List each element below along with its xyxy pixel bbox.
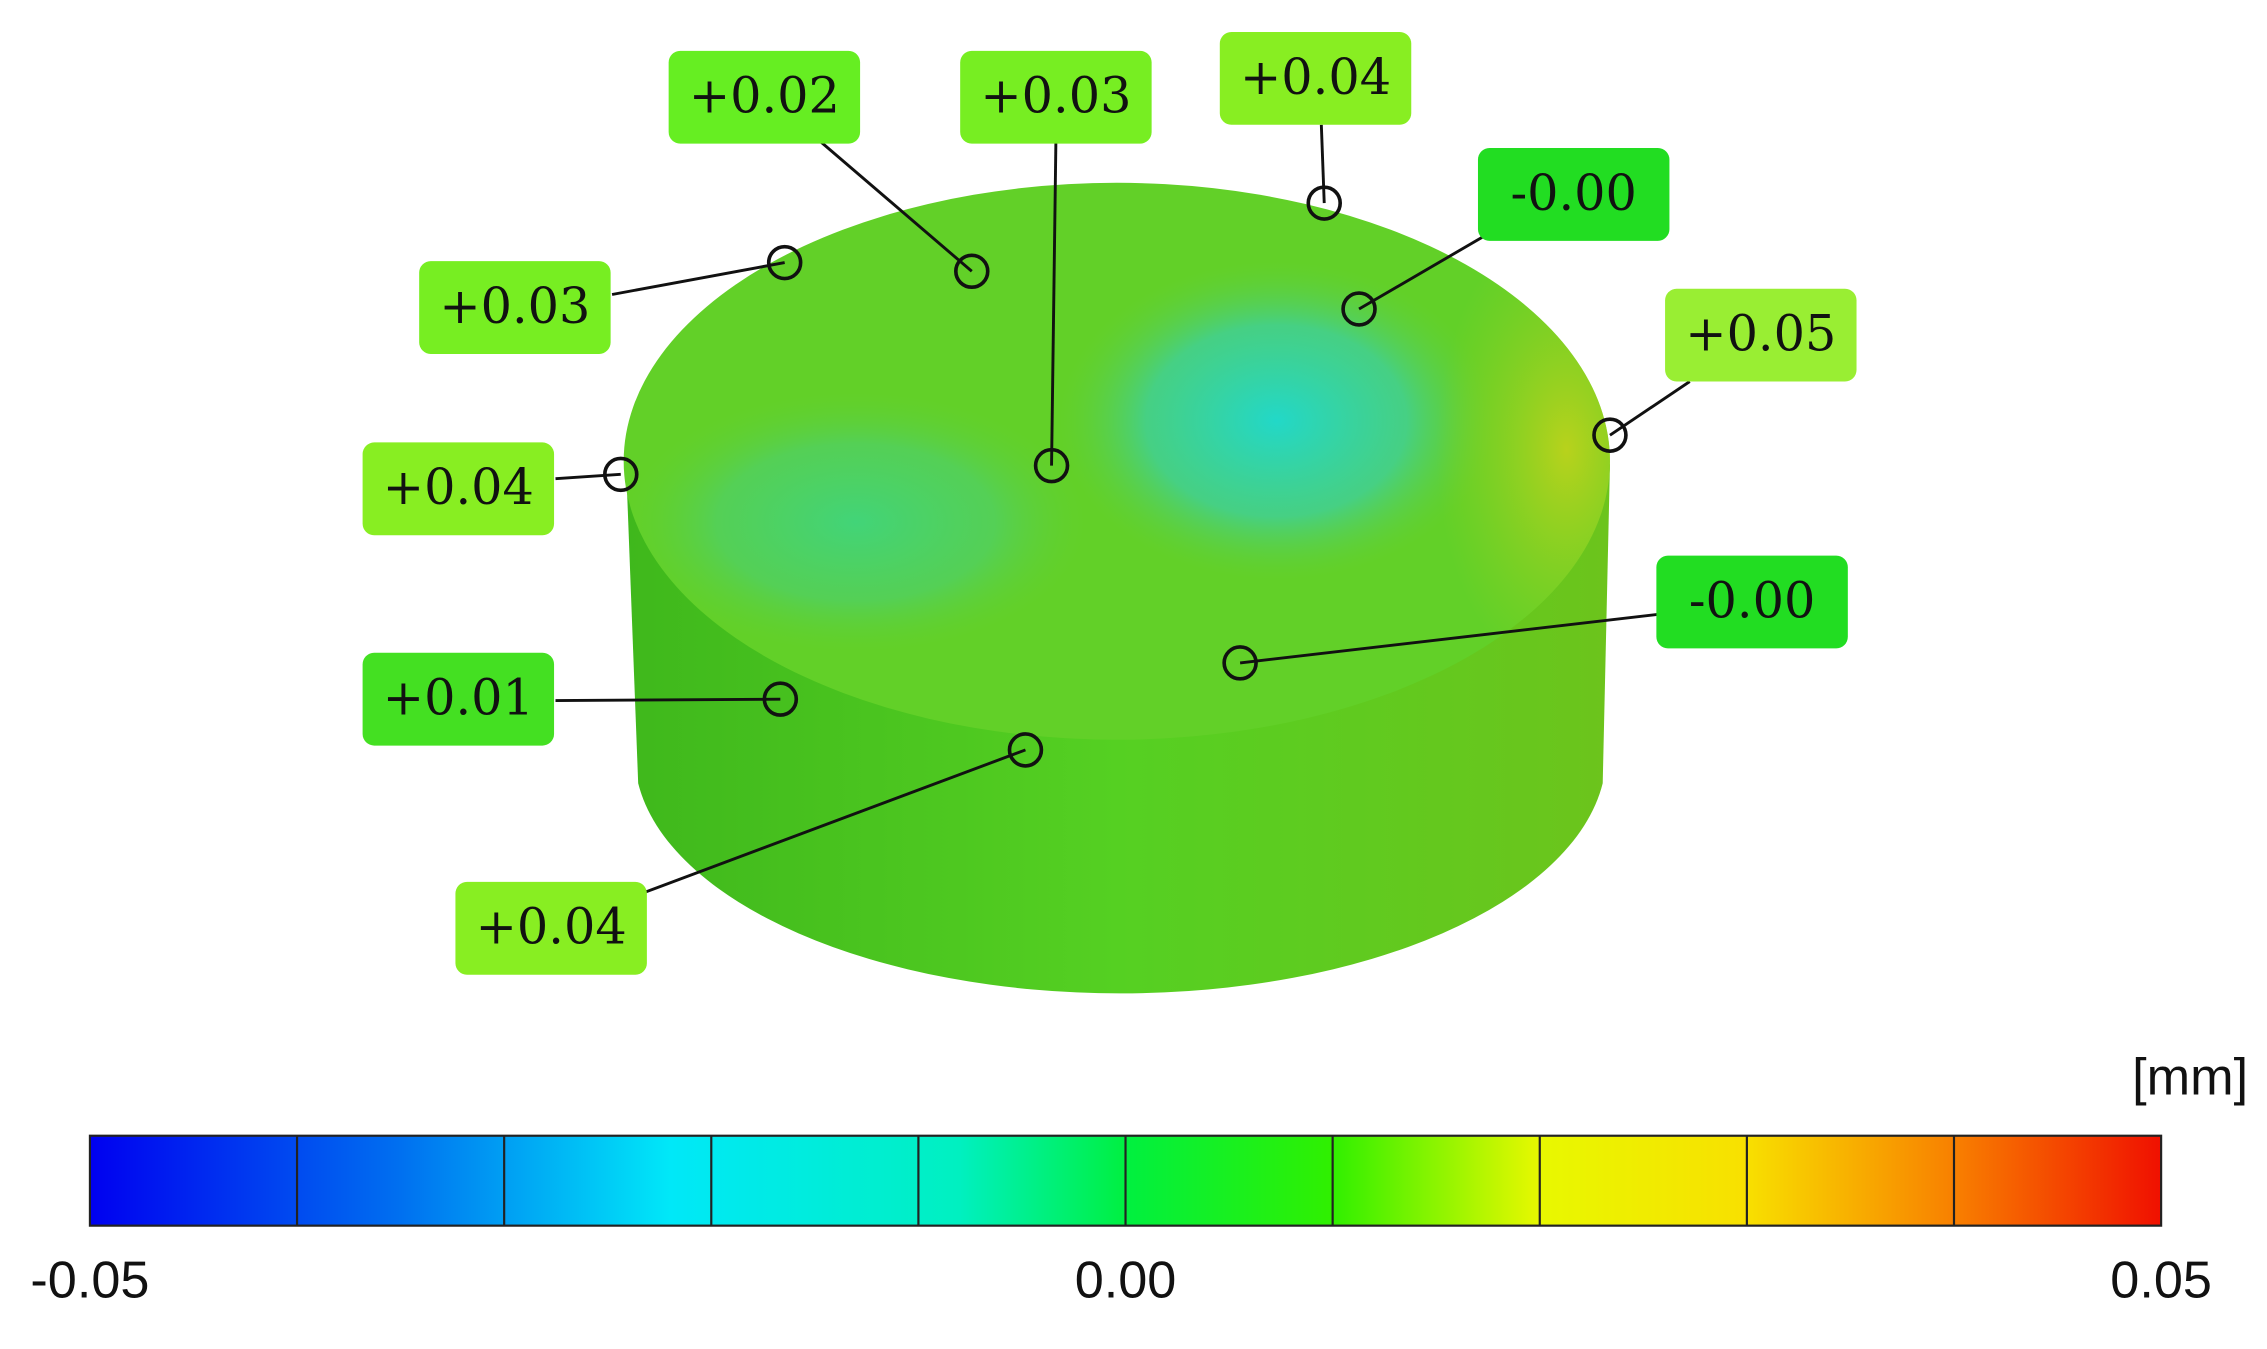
probe-point [1222,645,1258,681]
callout-box [668,50,861,144]
leader-line [611,261,785,296]
leader-line [1358,230,1492,311]
callout-label: +0.03 [439,277,590,335]
callout-box [362,442,555,536]
leader-line [555,472,621,481]
callout-label: -0.00 [1510,164,1636,222]
part-body [623,182,1610,994]
callout-box [960,50,1152,144]
callout-label: +0.04 [383,458,534,516]
probe-point [1306,185,1342,221]
callout-box [419,261,611,354]
scale-tick-label: 0.05 [2110,1251,2212,1309]
probe-point [766,244,803,281]
callout-box [1477,147,1670,241]
leader-line [1239,612,1666,665]
callout-box [1656,555,1848,649]
probe-point [954,253,990,290]
leader-line [1050,140,1058,466]
callout-label: +0.04 [476,898,627,956]
probe-point [1007,732,1044,768]
callout-label: +0.01 [383,669,534,727]
probe-point [1033,447,1070,484]
scale-tick-label: -0.05 [30,1251,149,1309]
callout-box [455,881,647,975]
callout-box [362,652,555,746]
callout-label: +0.05 [1685,305,1836,363]
probe-point [603,456,639,493]
leader-line [644,748,1026,894]
color-scale [88,1134,2163,1227]
callout-label: +0.04 [1240,48,1391,106]
unit-label: [mm] [2132,1048,2248,1106]
callout-box [1665,288,1857,382]
leader-line [1319,124,1326,204]
leader-line [555,697,781,703]
probe-point [762,681,799,717]
leader-line [818,139,973,273]
scale-tick-label: 0.00 [1075,1251,1177,1309]
callout-label: +0.02 [689,67,840,125]
callout-label: -0.00 [1689,571,1815,629]
callout-box [1219,31,1412,125]
probe-point [1341,291,1377,327]
probe-point [1592,417,1628,453]
callout-label: +0.03 [980,67,1131,125]
